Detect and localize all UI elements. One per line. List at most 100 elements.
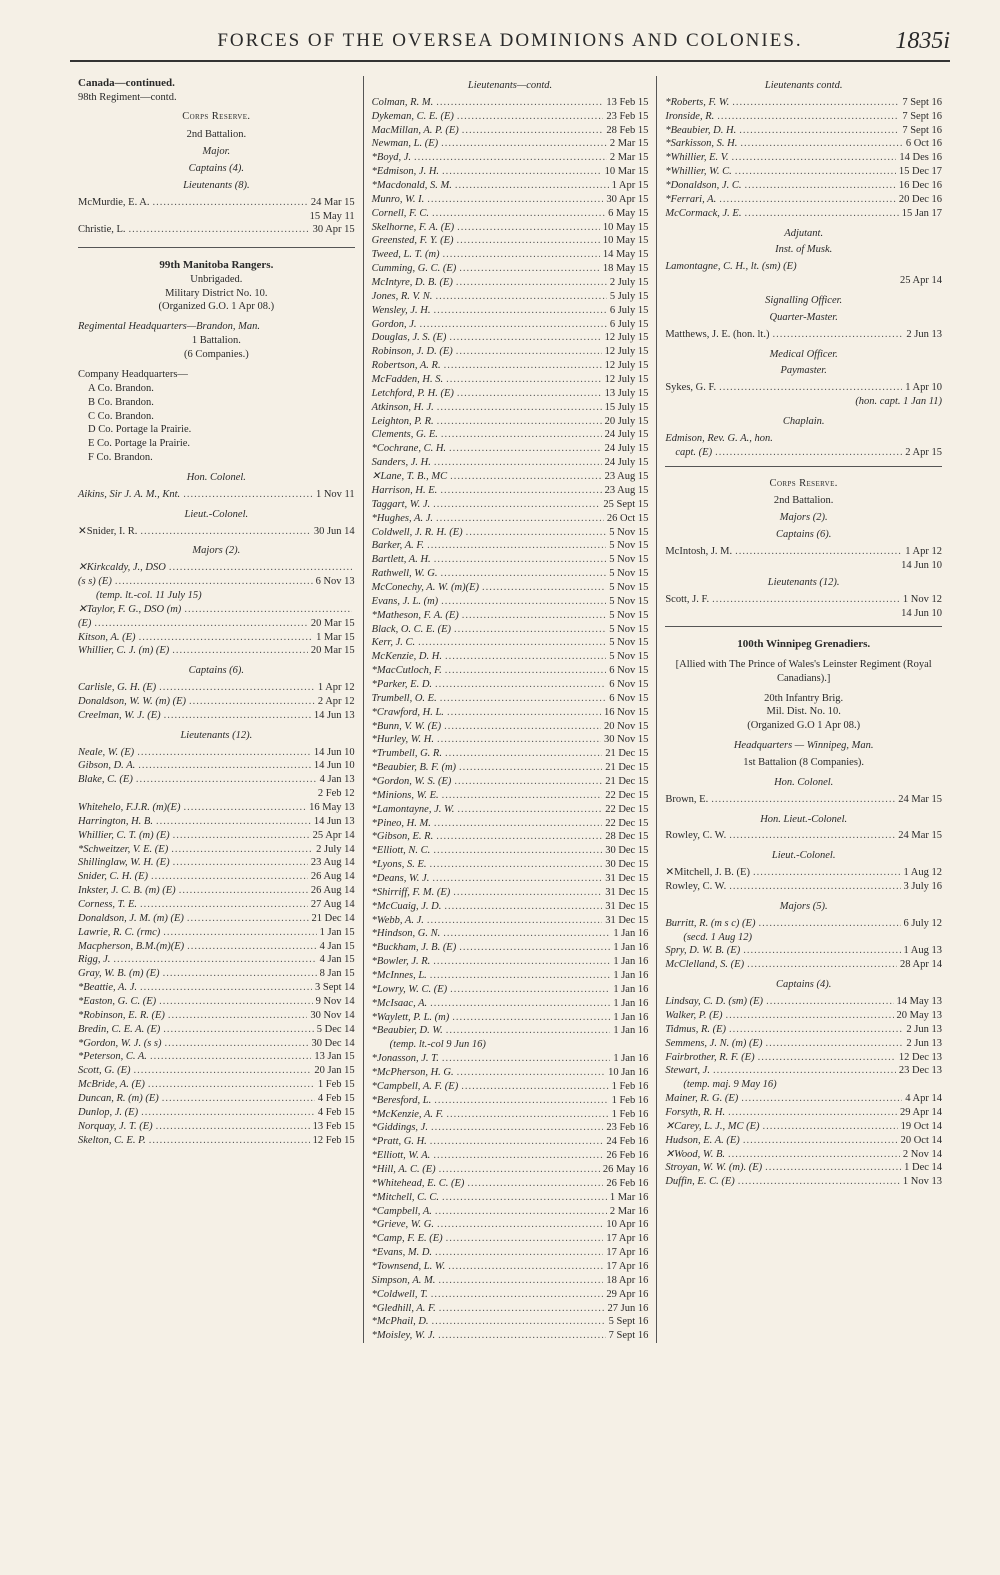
quarter-master: Quarter-Master. [665, 311, 942, 325]
entry-row: *Crawford, H. L.16 Nov 15 [372, 706, 649, 720]
entry-date: 13 Feb 15 [606, 96, 648, 110]
lamont-name: Lamontagne, C. H., lt. (sm) (E) [665, 260, 796, 274]
entry-date: 1 Jan 16 [613, 1024, 648, 1038]
entry-row: Lindsay, C. D. (sm) (E)14 May 13 [665, 995, 942, 1009]
entry-name: Carlisle, G. H. (E) [78, 681, 156, 695]
sykes-date: 1 Apr 10 [905, 381, 942, 395]
entry-date: 19 Oct 14 [901, 1120, 942, 1134]
column-1: Canada—continued. 98th Regiment—contd. C… [70, 76, 363, 1343]
entry-name: Hudson, E. A. (E) [665, 1134, 739, 1148]
entry-row: *Matheson, F. A. (E)5 Nov 15 [372, 609, 649, 623]
entry-row: MacMillan, A. P. (E)28 Feb 15 [372, 124, 649, 138]
entry-name: Tweed, L. T. (m) [372, 248, 440, 262]
entry-date: 20 May 13 [897, 1009, 943, 1023]
entry-row: *Beaubier, B. F. (m)21 Dec 15 [372, 761, 649, 775]
entry-date: 4 Feb 15 [318, 1092, 355, 1106]
entry-date: 1 Feb 15 [318, 1078, 355, 1092]
scott-name: Scott, J. F. [665, 593, 709, 607]
entry-row: McClelland, S. (E)28 Apr 14 [665, 958, 942, 972]
entry-date: 5 Dec 14 [317, 1023, 355, 1037]
entry-name: Snider, C. H. (E) [78, 870, 148, 884]
entry-name: McClelland, S. (E) [665, 958, 744, 972]
entry-name: Munro, W. I. [372, 193, 425, 207]
coy-item: D Co. Portage la Prairie. [88, 423, 355, 437]
entry-date: 2 Feb 12 [318, 787, 355, 801]
entry-name: *Beaubier, B. F. (m) [372, 761, 456, 775]
entry-name: Rigg, J. [78, 953, 110, 967]
sykes-row: Sykes, G. F. 1 Apr 10 [665, 381, 942, 395]
brown-date: 24 Mar 15 [898, 793, 942, 807]
entry-row: Corness, T. E.27 Aug 14 [78, 898, 355, 912]
captains-6: Captains (6). [78, 664, 355, 678]
entry-row: *Camp, F. E. (E)17 Apr 16 [372, 1232, 649, 1246]
entry-row: *Hindson, G. N.1 Jan 16 [372, 927, 649, 941]
entry-name: *McCuaig, J. D. [372, 900, 442, 914]
entry-row: *Roberts, F. W.7 Sept 16 [665, 96, 942, 110]
entry-name: *Crawford, H. L. [372, 706, 444, 720]
entry-row: Ironside, R.7 Sept 16 [665, 110, 942, 124]
entry-row: *Deans, W. J.31 Dec 15 [372, 872, 649, 886]
entry-name: *Roberts, F. W. [665, 96, 729, 110]
entry-name: *McPherson, H. G. [372, 1066, 454, 1080]
entry-date: 21 Dec 14 [312, 912, 355, 926]
lieuts-12: Lieutenants (12). [78, 729, 355, 743]
entry-row: *Whitehead, E. C. (E)26 Feb 16 [372, 1177, 649, 1191]
entry-name: ✕Kirkcaldy, J., DSO [78, 561, 166, 575]
entry-date: 1 Feb 16 [612, 1094, 649, 1108]
entry-date: 1 Aug 13 [904, 944, 943, 958]
entry-date: 22 Dec 15 [605, 789, 648, 803]
entry-date: 7 Sept 16 [902, 124, 942, 138]
entry-name: Scott, G. (E) [78, 1064, 131, 1078]
entry-name: Lindsay, C. D. (sm) (E) [665, 995, 763, 1009]
col3-sep-2 [665, 626, 942, 627]
entry-name: Greensted, F. Y. (E) [372, 234, 454, 248]
majors-5: Majors (5). [665, 900, 942, 914]
paymaster: Paymaster. [665, 364, 942, 378]
entry-name: *Pineo, H. M. [372, 817, 431, 831]
entry-name: *Bunn, V. W. (E) [372, 720, 441, 734]
entry-date: 1 Feb 16 [612, 1080, 649, 1094]
entry-row: *Beattie, A. J.3 Sept 14 [78, 981, 355, 995]
snider-name: ✕Snider, I. R. [78, 525, 137, 539]
scott-date2: 14 Jun 10 [665, 607, 942, 621]
brown-row: Brown, E. 24 Mar 15 [665, 793, 942, 807]
entry-date: 2 Apr 12 [318, 695, 355, 709]
entry-row: *Bunn, V. W. (E)20 Nov 15 [372, 720, 649, 734]
entry-date: 23 Aug 14 [311, 856, 355, 870]
entry-name: Dunlop, J. (E) [78, 1106, 138, 1120]
mitchell-date: 1 Aug 12 [904, 866, 943, 880]
entry-row: *Lowry, W. C. (E)1 Jan 16 [372, 983, 649, 997]
canada-continued: Canada—continued. [78, 76, 355, 91]
entry-date: 26 Feb 16 [606, 1149, 648, 1163]
entry-row: Inkster, J. C. B. (m) (E)26 Aug 14 [78, 884, 355, 898]
entry-row: Cornell, F. C.6 May 15 [372, 207, 649, 221]
entry-row: (temp. lt.-col. 11 July 15) [78, 589, 355, 603]
entry-row: ✕Taylor, F. G., DSO (m) [78, 603, 355, 617]
lieuts-12-3: Lieutenants (12). [665, 576, 942, 590]
entry-name: *Townsend, L. W. [372, 1260, 446, 1274]
entry-name: Simpson, A. M. [372, 1274, 436, 1288]
entry-name: (s s) (E) [78, 575, 112, 589]
entry-row: *Hurley, W. H.30 Nov 15 [372, 733, 649, 747]
snider-date: 30 Jun 14 [314, 525, 355, 539]
entry-row: (temp. lt.-col 9 Jun 16) [372, 1038, 649, 1052]
entry-date: 1 Mar 15 [316, 631, 355, 645]
entry-row: *Gibson, E. R.28 Dec 15 [372, 830, 649, 844]
col2-list: Colman, R. M.13 Feb 15Dykeman, C. E. (E)… [372, 96, 649, 1343]
allied: [Allied with The Prince of Wales's Leins… [665, 658, 942, 686]
entry-name: Lawrie, R. C. (rmc) [78, 926, 160, 940]
entry-row: Bredin, C. E. A. (E)5 Dec 14 [78, 1023, 355, 1037]
bn-1: 1 Battalion. [78, 334, 355, 348]
entry-row: ✕Kirkcaldy, J., DSO [78, 561, 355, 575]
entry-row: *Gordon, W. S. (E)21 Dec 15 [372, 775, 649, 789]
entry-row: *McCuaig, J. D.31 Dec 15 [372, 900, 649, 914]
entry-row: *McPherson, H. G.10 Jan 16 [372, 1066, 649, 1080]
entry-date: 10 Apr 16 [606, 1218, 648, 1232]
entry-row: Kitson, A. (E)1 Mar 15 [78, 631, 355, 645]
entry-name: *Edmison, J. H. [372, 165, 439, 179]
entry-date: 26 Feb 16 [606, 1177, 648, 1191]
entry-row: *Donaldson, J. C.16 Dec 16 [665, 179, 942, 193]
reg-98: 98th Regiment—contd. [78, 91, 355, 105]
mcintosh-name: McIntosh, J. M. [665, 545, 732, 559]
entry-name: *Shirriff, F. M. (E) [372, 886, 451, 900]
